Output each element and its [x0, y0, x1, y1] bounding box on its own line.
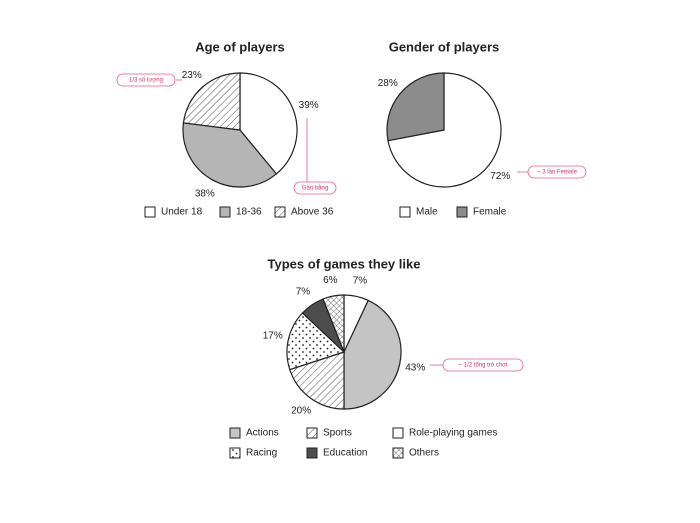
value-label: 72%	[490, 171, 510, 182]
legend-swatch	[306, 447, 318, 459]
value-label: 39%	[299, 100, 319, 111]
chart-title: Gender of players	[389, 39, 500, 54]
legend-swatch	[392, 447, 404, 459]
annotation-pill	[293, 181, 337, 195]
legend-label: Female	[473, 207, 507, 218]
legend-label: Others	[409, 448, 439, 459]
legend-swatch	[306, 427, 318, 439]
pie-slice	[182, 122, 278, 188]
value-label: 20%	[291, 406, 311, 417]
legend-label: Role-playing games	[409, 428, 497, 439]
annotation: 1/3 số lượng	[129, 78, 163, 84]
pie-slice	[289, 351, 345, 410]
value-label: 38%	[195, 189, 215, 200]
legend-swatch	[274, 206, 286, 218]
annotation-pill	[442, 358, 524, 372]
annotation-pill	[116, 73, 176, 87]
value-label: 43%	[405, 363, 425, 374]
chart-title: Types of games they like	[268, 256, 421, 271]
legend-label: Under 18	[161, 207, 203, 218]
value-label: 6%	[323, 275, 338, 286]
annotation: Gần bằng	[302, 185, 328, 192]
legend-label: 18-36	[236, 207, 262, 218]
legend-swatch	[229, 427, 241, 439]
value-label: 7%	[296, 286, 311, 297]
legend-swatch	[456, 206, 468, 218]
pie-slice	[322, 294, 345, 353]
annotation: ~ 3 lần Female	[537, 170, 578, 176]
annotation-pill	[527, 165, 587, 179]
pie-slice	[343, 299, 402, 410]
chart-title: Age of players	[195, 39, 285, 54]
pie-slice	[386, 72, 445, 142]
legend-label: Education	[323, 448, 367, 459]
legend-label: Sports	[323, 428, 352, 439]
pie-slice	[182, 72, 241, 131]
legend-label: Male	[416, 207, 438, 218]
legend-label: Actions	[246, 428, 279, 439]
value-label: 7%	[353, 275, 368, 286]
legend-swatch	[229, 447, 241, 459]
legend-swatch	[392, 427, 404, 439]
pie-slice	[239, 72, 298, 175]
annotation: ~ 1/2 tổng trò chơi	[459, 362, 508, 369]
legend-swatch	[399, 206, 411, 218]
legend-label: Above 36	[291, 207, 334, 218]
pie-slice	[286, 312, 346, 371]
value-label: 28%	[378, 78, 398, 89]
value-label: 23%	[182, 70, 202, 81]
legend-swatch	[144, 206, 156, 218]
value-label: 17%	[263, 331, 283, 342]
legend-label: Racing	[246, 448, 277, 459]
legend-swatch	[219, 206, 231, 218]
